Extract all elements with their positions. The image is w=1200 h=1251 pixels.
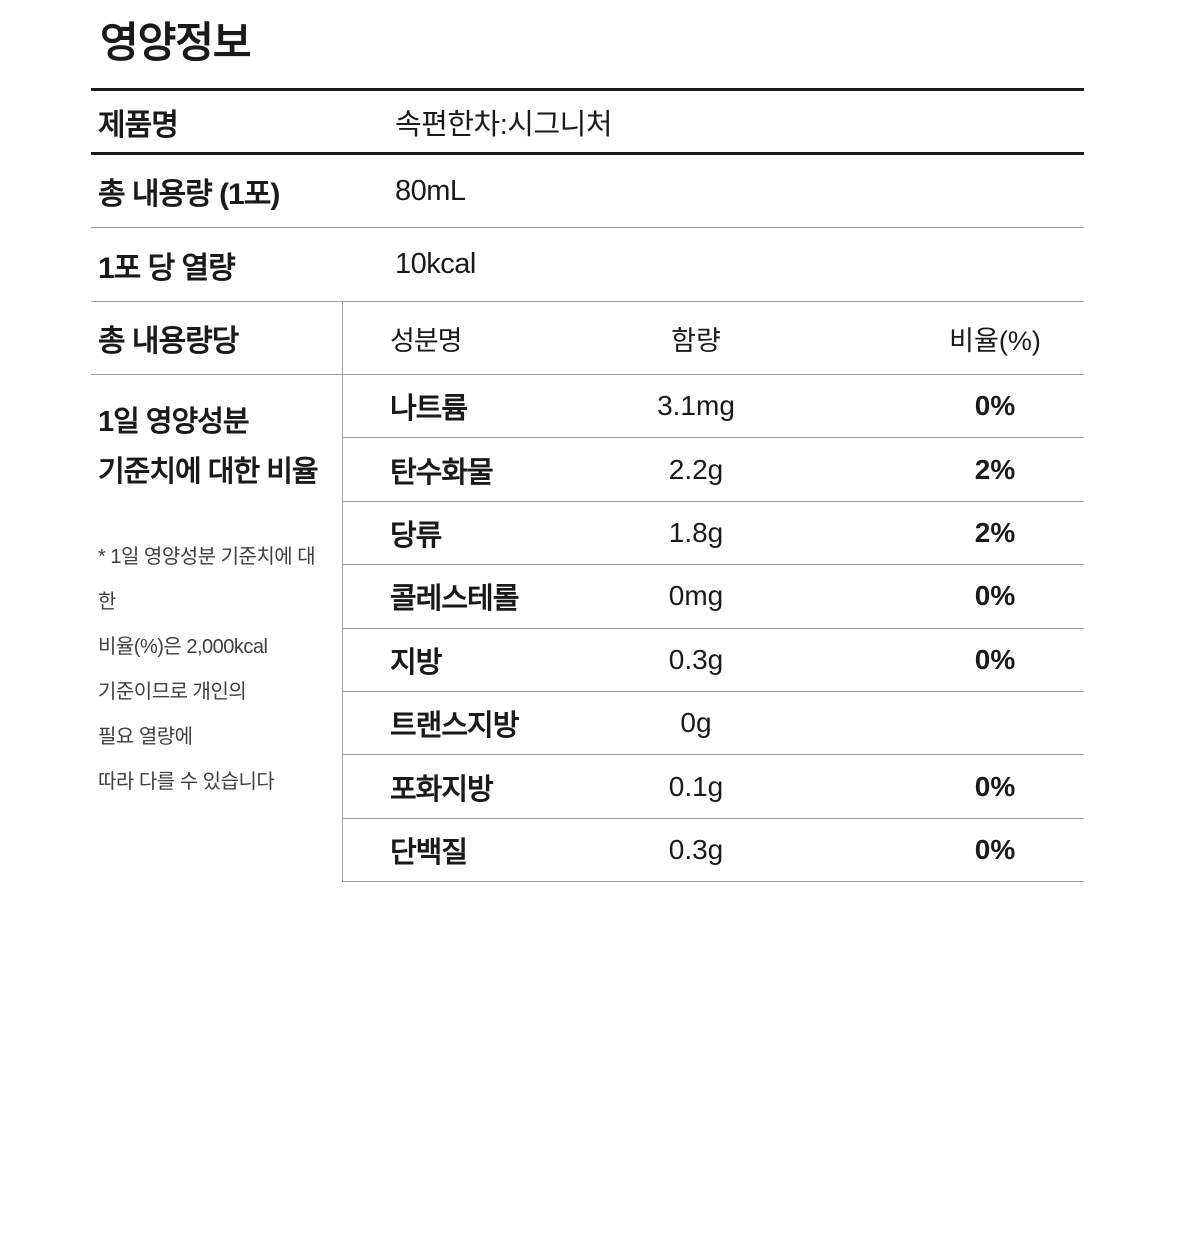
nutrient-name: 지방 [390, 646, 442, 679]
nutrition-section-left-column: 총 내용량당 1일 영양성분 기준치에 대한 비율 * 1일 영양성분 기준치에… [91, 302, 342, 882]
column-header-row: 성분명 함량 비율(%) [343, 302, 1084, 375]
info-row-calories: 1포 당 열량 10kcal [91, 228, 1084, 302]
nutrient-name: 포화지방 [390, 773, 494, 806]
product-info-table: 제품명 속편한차:시그니처 총 내용량 (1포) 80mL 1포 당 열량 10… [91, 88, 1084, 302]
nutrient-percent: 2% [974, 516, 1016, 548]
nutrient-name: 나트륨 [390, 393, 468, 426]
info-row-value: 속편한차:시그니처 [395, 108, 613, 141]
nutrient-name: 콜레스테롤 [390, 583, 519, 616]
nutrient-amount: 0.3g [668, 833, 724, 865]
info-row-product-name: 제품명 속편한차:시그니처 [91, 91, 1084, 155]
daily-value-label: 1일 영양성분 기준치에 대한 비율 [98, 406, 319, 488]
nutrient-percent: 0% [974, 833, 1016, 865]
column-header-percent: 비율(%) [949, 325, 1041, 356]
column-header-name: 성분명 [390, 325, 463, 356]
info-row-label: 총 내용량 (1포) [98, 178, 280, 211]
nutrient-name: 당류 [390, 519, 442, 552]
nutrient-row-carbohydrate: 탄수화물 2.2g 2% [343, 438, 1084, 502]
nutrient-percent: 0% [974, 643, 1016, 675]
nutrition-section: 총 내용량당 1일 영양성분 기준치에 대한 비율 * 1일 영양성분 기준치에… [91, 302, 1084, 883]
nutrient-row-protein: 단백질 0.3g 0% [343, 819, 1084, 883]
info-row-label: 1포 당 열량 [98, 251, 236, 285]
nutrient-row-saturated-fat: 포화지방 0.1g 0% [343, 755, 1084, 819]
info-row-label: 제품명 [98, 108, 179, 142]
nutrient-amount: 0.3g [668, 643, 724, 675]
nutrient-name: 탄수화물 [390, 456, 494, 489]
nutrient-amount: 1.8g [668, 516, 724, 548]
nutrient-amount: 0g [680, 707, 712, 739]
daily-value-footnote: * 1일 영양성분 기준치에 대한 비율(%)은 2,000kcal 기준이므로… [98, 546, 316, 793]
nutrient-amount: 2.2g [668, 453, 724, 485]
nutrient-amount: 0.1g [668, 770, 724, 802]
serving-header-cell: 총 내용량당 [91, 302, 342, 375]
nutrient-amount: 0mg [668, 580, 724, 612]
info-row-total-volume: 총 내용량 (1포) 80mL [91, 155, 1084, 228]
nutrient-row-sugars: 당류 1.8g 2% [343, 502, 1084, 566]
nutrient-row-fat: 지방 0.3g 0% [343, 629, 1084, 692]
nutrient-percent: 0% [974, 580, 1016, 612]
nutrient-row-sodium: 나트륨 3.1mg 0% [343, 375, 1084, 439]
nutrient-amount: 3.1mg [657, 390, 735, 422]
nutrient-percent: 0% [974, 770, 1016, 802]
nutrient-name: 단백질 [390, 836, 468, 869]
nutrient-row-cholesterol: 콜레스테롤 0mg 0% [343, 565, 1084, 629]
page-title: 영양정보 [100, 19, 252, 66]
column-header-amount: 함량 [671, 325, 721, 356]
info-row-value: 80mL [395, 174, 466, 207]
info-row-value: 10kcal [395, 248, 476, 280]
nutrient-percent: 0% [974, 390, 1016, 422]
nutrient-percent: 2% [974, 453, 1016, 485]
nutrient-row-trans-fat: 트랜스지방 0g [343, 692, 1084, 756]
nutrition-label: 제품명 속편한차:시그니처 총 내용량 (1포) 80mL 1포 당 열량 10… [91, 88, 1084, 883]
daily-value-note: 1일 영양성분 기준치에 대한 비율 * 1일 영양성분 기준치에 대한 비율(… [91, 375, 342, 805]
nutrient-table: 성분명 함량 비율(%) 나트륨 3.1mg 0% 탄수화물 2.2g 2% 당… [342, 302, 1084, 883]
nutrient-name: 트랜스지방 [390, 710, 519, 743]
